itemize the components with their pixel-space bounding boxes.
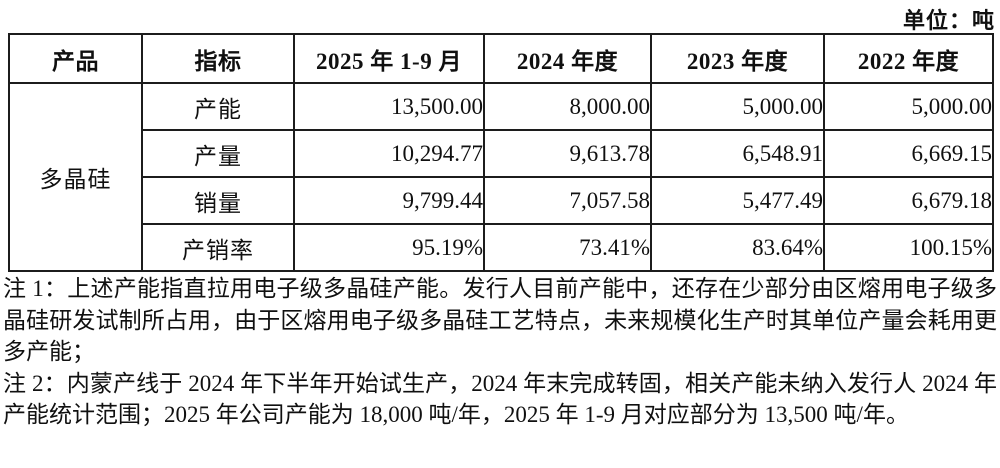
sales-2022: 6,679.18 <box>823 176 994 225</box>
capacity-2023: 5,000.00 <box>650 82 825 131</box>
capacity-production-sales-table: 产品 指标 2025 年 1-9 月 2024 年度 2023 年度 2022 … <box>8 33 994 272</box>
sales-ratio-2023: 83.64% <box>650 223 825 272</box>
sales-2023: 5,477.49 <box>650 176 825 225</box>
capacity-2022: 5,000.00 <box>823 82 994 131</box>
indicator-sales-ratio: 产销率 <box>141 223 295 272</box>
table-row-sales-ratio: 产销率 95.19% 73.41% 83.64% 100.15% <box>9 223 994 272</box>
table-row-sales: 销量 9,799.44 7,057.58 5,477.49 6,679.18 <box>9 176 994 225</box>
output-2023: 6,548.91 <box>650 129 825 178</box>
table-row-output: 产量 10,294.77 9,613.78 6,548.91 6,669.15 <box>9 129 994 178</box>
indicator-sales: 销量 <box>141 176 295 225</box>
header-2022: 2022 年度 <box>823 33 994 84</box>
footnote-1: 注 1：上述产能指直拉用电子级多晶硅产能。发行人目前产能中，还存在少部分由区熔用… <box>3 276 997 364</box>
sales-ratio-2025: 95.19% <box>293 223 485 272</box>
header-product: 产品 <box>8 33 143 84</box>
output-2022: 6,669.15 <box>823 129 994 178</box>
footnote-2: 注 2：内蒙产线于 2024 年下半年开始试生产，2024 年末完成转固，相关产… <box>3 370 997 428</box>
table-header-row: 产品 指标 2025 年 1-9 月 2024 年度 2023 年度 2022 … <box>8 33 994 84</box>
capacity-2024: 8,000.00 <box>483 82 652 131</box>
output-2025: 10,294.77 <box>293 129 485 178</box>
header-2024: 2024 年度 <box>483 33 652 84</box>
sales-2024: 7,057.58 <box>483 176 652 225</box>
output-2024: 9,613.78 <box>483 129 652 178</box>
sales-ratio-2022: 100.15% <box>823 223 994 272</box>
header-2025-1-9: 2025 年 1-9 月 <box>293 33 485 84</box>
header-2023: 2023 年度 <box>650 33 825 84</box>
capacity-2025: 13,500.00 <box>293 82 485 131</box>
indicator-output: 产量 <box>141 129 295 178</box>
unit-label: 单位：吨 <box>902 8 995 33</box>
table-row-capacity: 多晶硅 产能 13,500.00 8,000.00 5,000.00 5,000… <box>8 82 994 272</box>
sales-2025: 9,799.44 <box>293 176 485 225</box>
indicator-capacity: 产能 <box>141 82 295 131</box>
sales-ratio-2024: 73.41% <box>483 223 652 272</box>
footnotes: 注 1：上述产能指直拉用电子级多晶硅产能。发行人目前产能中，还存在少部分由区熔用… <box>3 273 997 431</box>
product-cell-polysilicon: 多晶硅 <box>8 82 143 272</box>
header-indicator: 指标 <box>141 33 295 84</box>
